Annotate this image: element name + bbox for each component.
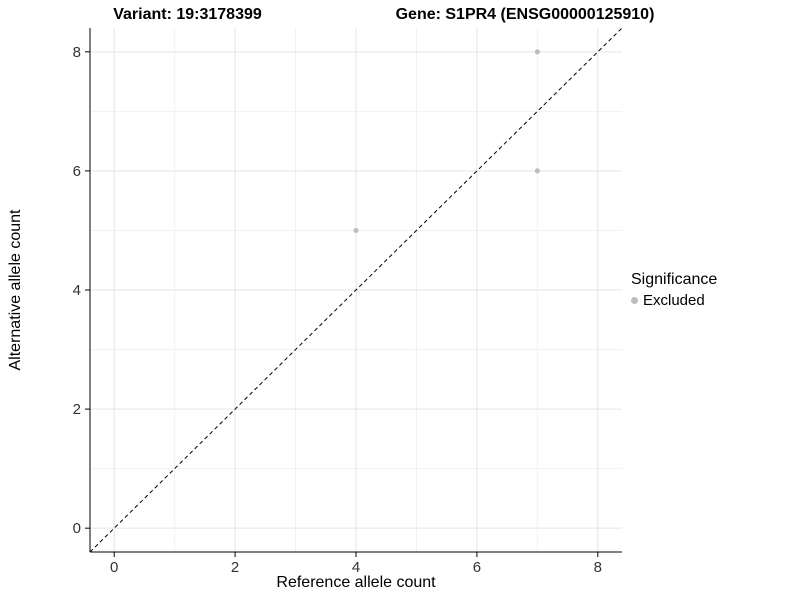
x-tick-label: 0 <box>110 559 118 576</box>
excluded-point-swatch <box>631 297 638 304</box>
plot-title-variant: Variant: 19:3178399 <box>113 6 262 23</box>
x-tick-label: 8 <box>594 559 602 576</box>
data-point <box>353 227 359 234</box>
y-tick-label: 6 <box>73 163 81 180</box>
plot-title-gene: Gene: S1PR4 (ENSG00000125910) <box>395 6 655 23</box>
data-point <box>534 168 540 174</box>
y-axis-label: Alternative allele count <box>7 209 24 371</box>
x-axis-label: Reference allele count <box>276 574 436 591</box>
legend-title: Significance <box>631 271 718 288</box>
legend: Significance Excluded <box>631 271 717 309</box>
legend-entry-excluded: Excluded <box>631 292 717 309</box>
x-tick-label: 6 <box>473 559 481 576</box>
data-point <box>534 49 540 55</box>
y-tick-label: 2 <box>73 401 81 418</box>
identity-line <box>89 27 623 553</box>
x-tick-label: 4 <box>352 559 360 576</box>
y-tick-label: 0 <box>73 520 81 537</box>
y-tick-label: 8 <box>73 44 81 61</box>
y-tick-label: 4 <box>73 282 81 299</box>
x-tick-label: 2 <box>231 559 239 576</box>
legend-entry-label: Excluded <box>643 292 705 309</box>
